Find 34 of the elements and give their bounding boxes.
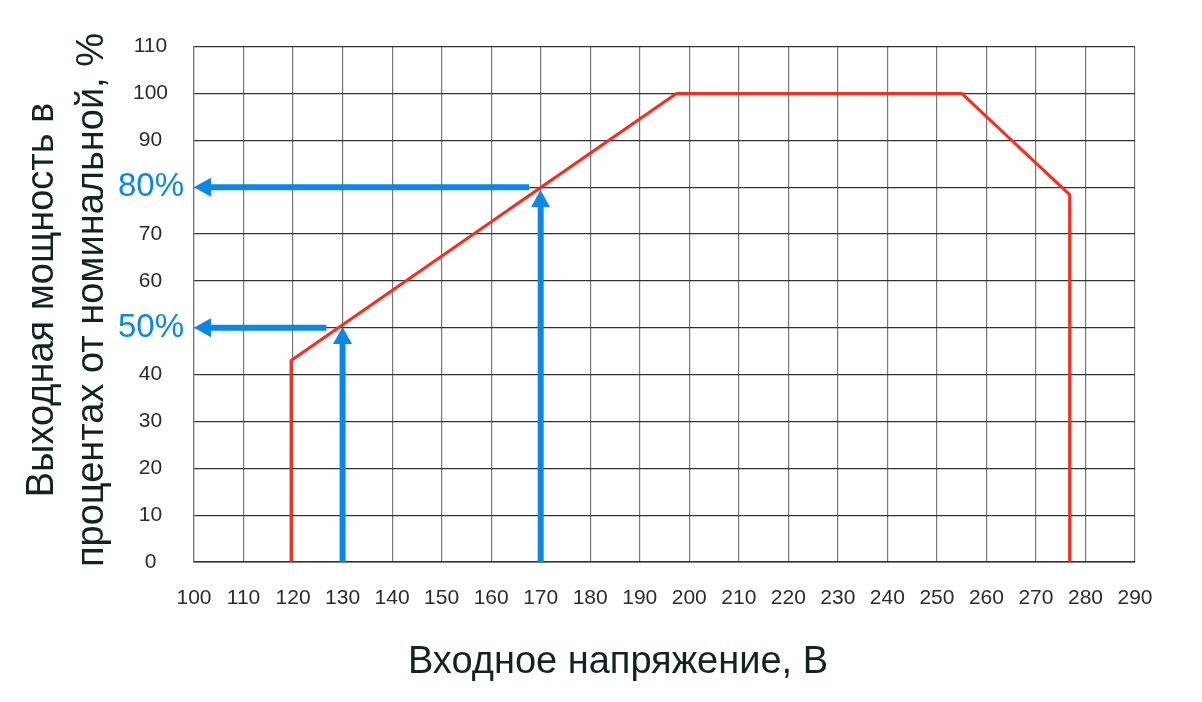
x-tick-label: 240: [869, 585, 905, 609]
x-tick-label: 200: [671, 585, 707, 609]
x-tick-label: 270: [1018, 585, 1054, 609]
y-tick-label: 0: [144, 548, 157, 572]
x-tick-label: 150: [424, 585, 460, 609]
y-tick-label: 70: [138, 220, 163, 244]
x-tick-label: 190: [622, 585, 658, 609]
y-tick-label: 10: [138, 501, 163, 525]
x-axis-title: Входное напряжение, В: [407, 638, 829, 683]
x-tick-label: 210: [721, 585, 757, 609]
x-tick-label: 100: [176, 585, 212, 609]
x-tick-label: 170: [523, 585, 559, 609]
x-tick-label: 290: [1117, 585, 1153, 609]
y-tick-label: 110: [133, 33, 168, 57]
y-tick-label: 100: [132, 80, 168, 104]
x-tick-label: 280: [1067, 585, 1103, 609]
x-tick-label: 110: [226, 585, 261, 609]
x-tick-label: 140: [374, 585, 410, 609]
x-tick-label: 260: [968, 585, 1004, 609]
y-tick-label: 20: [138, 455, 163, 479]
x-tick-label: 250: [919, 585, 955, 609]
x-tick-label: 230: [820, 585, 856, 609]
x-tick-label: 180: [572, 585, 608, 609]
y-tick-label: 60: [138, 267, 163, 291]
x-tick-label: 220: [770, 585, 806, 609]
x-tick-label: 120: [275, 585, 311, 609]
x-tick-label: 130: [325, 585, 361, 609]
ref-line-label: 50%: [117, 306, 184, 344]
y-tick-label: 30: [138, 408, 163, 432]
y-tick-label: 40: [138, 361, 163, 385]
ref-line-label: 80%: [117, 166, 184, 204]
y-tick-label: 90: [138, 127, 163, 151]
y-axis-title: Выходная мощность в процентах от номинальной, %: [18, 32, 112, 570]
x-tick-label: 160: [473, 585, 509, 609]
